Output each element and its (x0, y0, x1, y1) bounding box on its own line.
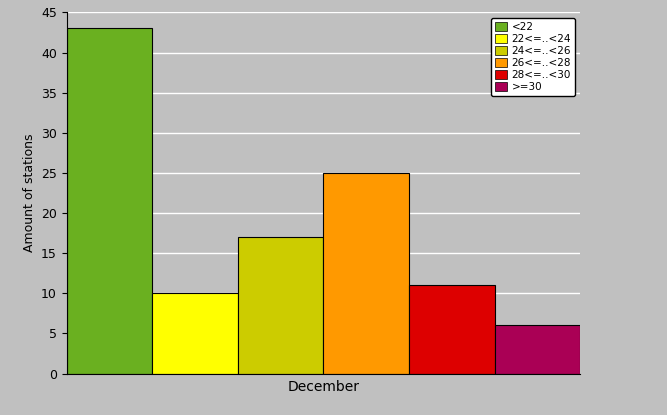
Bar (152, 293, 238, 374)
Y-axis label: Amount of stations: Amount of stations (23, 134, 35, 252)
Legend: <22, 22<=..<24, 24<=..<26, 26<=..<28, 28<=..<30, >=30: <22, 22<=..<24, 24<=..<26, 26<=..<28, 28… (491, 18, 575, 96)
X-axis label: December: December (287, 381, 360, 394)
Bar (323, 173, 409, 374)
Bar (495, 325, 580, 374)
Bar (409, 285, 495, 374)
Bar (238, 237, 323, 374)
Bar (67, 29, 152, 374)
